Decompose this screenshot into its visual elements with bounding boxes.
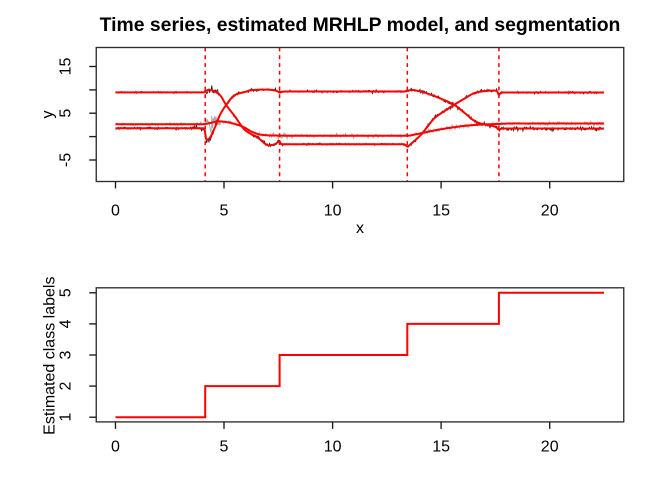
svg-text:Time series, estimated MRHLP m: Time series, estimated MRHLP model, and …	[100, 14, 621, 36]
svg-text:2: 2	[58, 382, 75, 391]
svg-text:15: 15	[432, 203, 450, 220]
svg-text:15: 15	[432, 439, 450, 456]
svg-text:0: 0	[111, 203, 120, 220]
svg-text:10: 10	[324, 439, 342, 456]
svg-text:20: 20	[541, 439, 559, 456]
svg-text:5: 5	[220, 203, 229, 220]
svg-text:0: 0	[111, 439, 120, 456]
svg-text:10: 10	[324, 203, 342, 220]
svg-text:15: 15	[58, 58, 75, 76]
svg-text:x: x	[356, 220, 364, 237]
svg-text:1: 1	[58, 413, 75, 422]
svg-text:5: 5	[58, 288, 75, 297]
svg-text:20: 20	[541, 203, 559, 220]
svg-text:5: 5	[58, 109, 75, 118]
svg-text:5: 5	[220, 439, 229, 456]
svg-text:Estimated class labels: Estimated class labels	[42, 277, 59, 435]
svg-text:y: y	[40, 111, 57, 119]
svg-text:3: 3	[58, 350, 75, 359]
svg-text:4: 4	[58, 319, 75, 328]
svg-text:-5: -5	[58, 153, 75, 167]
